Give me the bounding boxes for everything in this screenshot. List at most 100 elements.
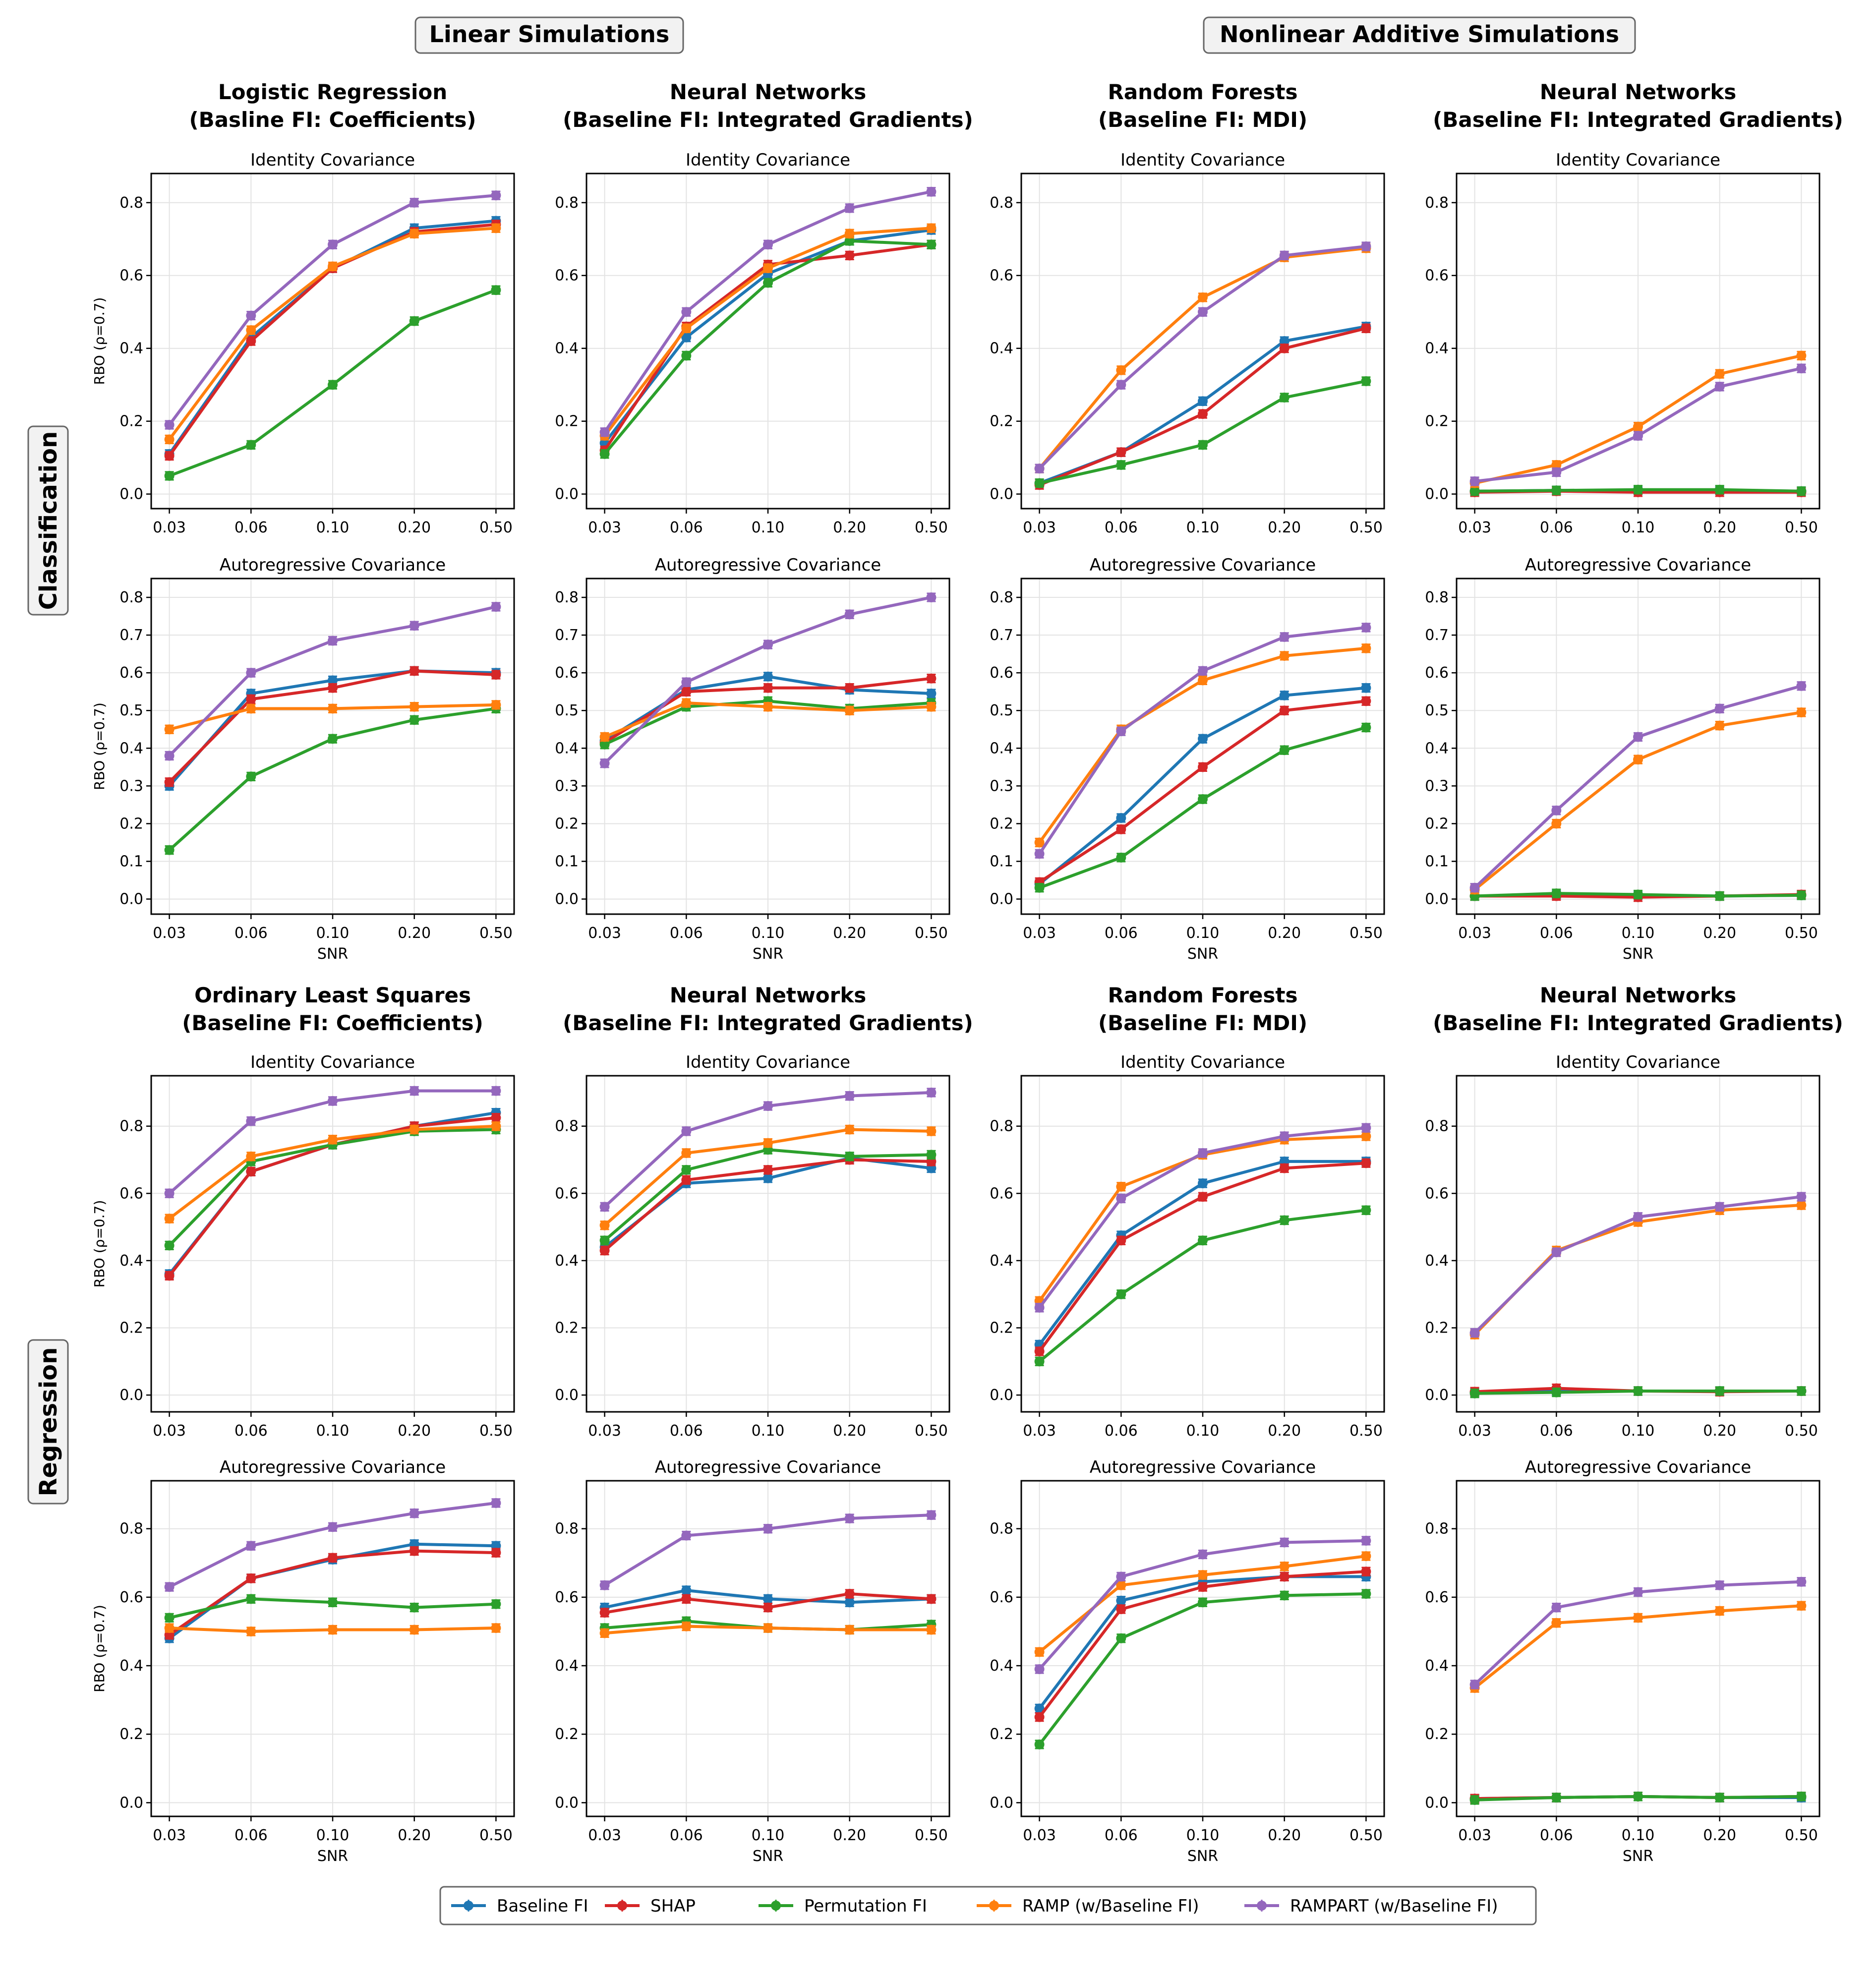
data-point — [1279, 1131, 1290, 1142]
data-point — [1279, 1590, 1290, 1601]
legend-item-shap: SHAP — [605, 1896, 696, 1916]
data-point — [926, 1087, 937, 1098]
chart-title-line1: Random Forests — [1108, 983, 1297, 1007]
chart-panel-cls-ar-2: 0.0 0.1 0.2 0.3 0.4 0.5 0.6 0.7 0.8 0.03 0.06 0.10 0… — [990, 555, 1385, 963]
data-point — [599, 449, 610, 459]
y-tick-label: 0.7 — [1425, 627, 1449, 644]
data-point — [1279, 250, 1290, 261]
y-tick-label: 0.3 — [990, 777, 1013, 795]
data-point — [1198, 1582, 1208, 1592]
legend-item-rampart-w-baseline-fi: RAMPART (w/Baseline FI) — [1244, 1896, 1498, 1916]
data-point — [1116, 1604, 1126, 1615]
y-tick-label: 0.6 — [1425, 267, 1449, 285]
y-tick-label: 0.2 — [555, 1726, 579, 1743]
legend-item-permutation-fi: Permutation FI — [759, 1896, 927, 1916]
data-point — [1198, 1148, 1208, 1158]
data-point — [1714, 484, 1725, 495]
plot-frame — [1456, 1480, 1820, 1817]
y-tick-label: 0.4 — [555, 740, 579, 757]
chart-subtitle: Identity Covariance — [686, 150, 850, 170]
data-point — [409, 1625, 419, 1635]
chart-title-line2: (Basline FI: Coefficients) — [189, 108, 476, 132]
data-point — [926, 186, 937, 197]
x-tick-label: 0.20 — [1268, 1827, 1301, 1844]
y-tick-label: 0.4 — [990, 340, 1013, 357]
chart-panel-reg-id-1: 0.0 0.2 0.4 0.6 0.8 0.03 0.06 0.10 0.20 0.50 Neura… — [555, 983, 973, 1440]
data-point — [1116, 813, 1126, 823]
data-point — [164, 751, 175, 761]
x-axis-label: SNR — [1187, 945, 1218, 963]
data-point — [1633, 431, 1643, 441]
y-tick-label: 0.0 — [119, 1387, 143, 1404]
data-point — [926, 223, 937, 233]
x-tick-label: 0.10 — [752, 925, 785, 942]
y-axis-label: RBO (ρ=0.7) — [91, 297, 108, 385]
x-tick-label: 0.50 — [1785, 1422, 1818, 1440]
data-point — [246, 1116, 256, 1126]
data-point — [1633, 1587, 1643, 1597]
series-permutation-fi — [1034, 1205, 1371, 1367]
chart-title-line1: Logistic Regression — [218, 80, 447, 104]
data-point — [1034, 1712, 1045, 1722]
y-tick-label: 0.8 — [990, 1118, 1013, 1135]
data-point — [1796, 681, 1807, 691]
y-tick-label: 0.4 — [990, 1252, 1013, 1270]
data-point — [328, 703, 338, 714]
y-tick-label: 0.8 — [555, 194, 579, 212]
series-permutation-fi — [1469, 484, 1807, 496]
data-point — [926, 1510, 937, 1520]
data-point — [926, 701, 937, 712]
data-point — [1633, 1386, 1643, 1396]
data-point — [1714, 1793, 1725, 1803]
chart-title-line1: Ordinary Least Squares — [194, 983, 471, 1007]
series-ramp-w-baseline-fi — [164, 699, 501, 735]
data-point — [1279, 690, 1290, 700]
plot-frame — [586, 1480, 950, 1817]
series-shap — [1034, 696, 1371, 887]
data-point — [1198, 762, 1208, 772]
row-label-classification-text: Classification — [35, 431, 62, 610]
x-tick-label: 0.03 — [153, 519, 186, 536]
data-point — [164, 1623, 175, 1633]
x-tick-label: 0.06 — [670, 925, 703, 942]
y-tick-label: 0.6 — [119, 1589, 143, 1606]
data-point — [1361, 1588, 1371, 1599]
data-point — [681, 1585, 692, 1596]
x-tick-label: 0.50 — [915, 925, 948, 942]
y-tick-label: 0.7 — [119, 627, 143, 644]
data-point — [763, 671, 773, 682]
data-point — [844, 683, 855, 693]
y-tick-label: 0.6 — [119, 267, 143, 285]
x-tick-label: 0.20 — [1268, 1422, 1301, 1440]
y-tick-label: 0.8 — [1425, 194, 1449, 212]
y-tick-label: 0.1 — [990, 853, 1013, 871]
y-tick-label: 0.0 — [990, 1794, 1013, 1811]
chart-subtitle: Autoregressive Covariance — [220, 555, 446, 575]
data-point — [409, 316, 419, 326]
data-point — [1279, 1215, 1290, 1225]
y-tick-label: 0.6 — [555, 267, 579, 285]
series-permutation-fi — [1469, 888, 1807, 901]
x-tick-label: 0.50 — [1785, 1827, 1818, 1844]
data-point — [681, 350, 692, 361]
data-point — [1469, 486, 1480, 496]
data-point — [1198, 1570, 1208, 1580]
data-point — [1361, 1205, 1371, 1216]
y-tick-label: 0.1 — [119, 853, 143, 871]
data-point — [844, 235, 855, 246]
data-point — [681, 687, 692, 697]
data-point — [1551, 1387, 1562, 1397]
data-point — [246, 1166, 256, 1177]
x-tick-label: 0.06 — [670, 1422, 703, 1440]
legend-swatch-marker — [771, 1901, 781, 1911]
data-point — [1551, 818, 1562, 829]
chart-title-line2: (Baseline FI: Integrated Gradients) — [1433, 1011, 1843, 1035]
data-point — [409, 701, 419, 712]
data-point — [328, 380, 338, 390]
x-tick-label: 0.50 — [479, 925, 513, 942]
series-rampart-w-baseline-fi — [599, 186, 937, 437]
data-point — [763, 1623, 773, 1633]
y-tick-label: 0.4 — [119, 740, 143, 757]
y-tick-label: 0.2 — [1425, 413, 1449, 430]
plot-frame — [586, 173, 950, 510]
